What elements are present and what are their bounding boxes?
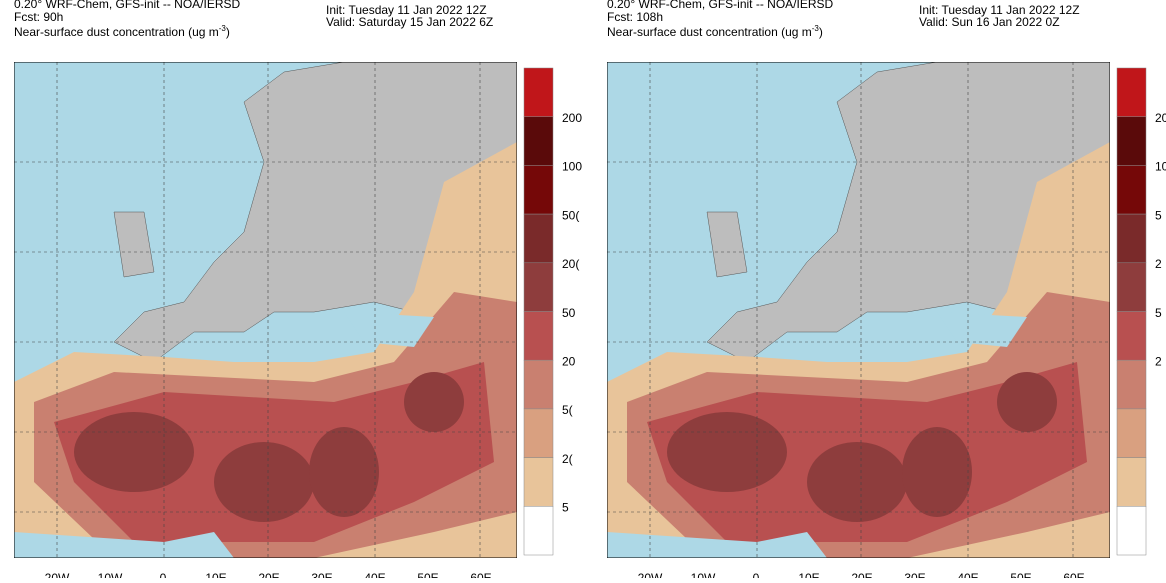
colorbar-box <box>523 165 554 215</box>
colorbar-box <box>523 116 554 166</box>
lon-label: 60E <box>470 571 491 578</box>
unit-exponent: -3 <box>812 24 820 33</box>
init-time: Init: Tuesday 11 Jan 2022 12Z <box>919 3 1080 17</box>
valid-time: Valid: Saturday 15 Jan 2022 6Z <box>326 15 493 29</box>
variable-label: Near-surface dust concentration (ug m-3) <box>14 24 230 39</box>
colorbar-label: 20 <box>562 355 576 369</box>
lon-label: 20E <box>851 571 872 578</box>
colorbar-box <box>523 311 554 361</box>
unit-exponent: -3 <box>219 24 227 33</box>
model-title: 0.20° WRF-Chem, GFS-init -- NOA/IERSD <box>14 0 240 11</box>
colorbar-label: 5( <box>562 403 573 417</box>
colorbar-box <box>1116 506 1147 556</box>
variable-text: Near-surface dust concentration (ug m <box>14 25 219 39</box>
lon-label: 50E <box>417 571 438 578</box>
lon-label: 20E <box>258 571 279 578</box>
lon-label: 40E <box>957 571 978 578</box>
panel: 0.20° WRF-Chem, GFS-init -- NOA/IERSDFcs… <box>607 0 1166 583</box>
lon-label: 50E <box>1010 571 1031 578</box>
lon-label: 30E <box>904 571 925 578</box>
lon-label: 10W <box>98 571 123 578</box>
colorbar-box <box>523 67 554 117</box>
colorbar-box <box>1116 116 1147 166</box>
colorbar-box <box>523 213 554 264</box>
colorbar-label: 5 <box>562 501 569 515</box>
lon-label: 0 <box>753 571 760 578</box>
colorbar-box <box>1116 359 1147 410</box>
colorbar-label: 20( <box>562 257 579 271</box>
colorbar-label: 100 <box>562 160 582 174</box>
colorbar-box <box>1116 213 1147 264</box>
forecast-hour: Fcst: 90h <box>14 10 63 24</box>
unit-close: ) <box>819 25 823 39</box>
colorbar-label: 10 <box>1155 160 1166 174</box>
colorbar-label: 2 <box>1155 355 1162 369</box>
forecast-hour: Fcst: 108h <box>607 10 663 24</box>
colorbar-label: 50 <box>562 306 576 320</box>
colorbar-box <box>1116 67 1147 117</box>
lon-label: 30E <box>311 571 332 578</box>
lon-label: 20W <box>45 571 70 578</box>
lon-label: 10W <box>691 571 716 578</box>
unit-close: ) <box>226 25 230 39</box>
colorbar-label: 200 <box>562 111 582 125</box>
colorbar-box <box>523 408 554 458</box>
lon-label: 60E <box>1063 571 1084 578</box>
variable-label: Near-surface dust concentration (ug m-3) <box>607 24 823 39</box>
lon-label: 20W <box>638 571 663 578</box>
colorbar-label: 50( <box>562 208 579 222</box>
panel: 0.20° WRF-Chem, GFS-init -- NOA/IERSDFcs… <box>14 0 582 583</box>
lon-label: 10E <box>798 571 819 578</box>
colorbar-label: 20 <box>1155 111 1166 125</box>
model-title: 0.20° WRF-Chem, GFS-init -- NOA/IERSD <box>607 0 833 11</box>
colorbar-box <box>1116 262 1147 312</box>
colorbar-box <box>523 359 554 410</box>
valid-time: Valid: Sun 16 Jan 2022 0Z <box>919 15 1060 29</box>
colorbar-box <box>1116 457 1147 507</box>
variable-text: Near-surface dust concentration (ug m <box>607 25 812 39</box>
colorbar-label: 2 <box>1155 257 1162 271</box>
dust-map <box>14 62 517 558</box>
init-time: Init: Tuesday 11 Jan 2022 12Z <box>326 3 487 17</box>
colorbar-label: 5 <box>1155 208 1162 222</box>
colorbar-box <box>1116 408 1147 458</box>
colorbar-box <box>1116 165 1147 215</box>
lon-label: 0 <box>160 571 167 578</box>
lon-label: 10E <box>205 571 226 578</box>
colorbar-label: 2( <box>562 452 573 466</box>
lon-label: 40E <box>364 571 385 578</box>
colorbar-box <box>523 506 554 556</box>
colorbar-box <box>523 457 554 507</box>
colorbar-box <box>1116 311 1147 361</box>
colorbar-box <box>523 262 554 312</box>
dust-map <box>607 62 1110 558</box>
colorbar-label: 5 <box>1155 306 1162 320</box>
